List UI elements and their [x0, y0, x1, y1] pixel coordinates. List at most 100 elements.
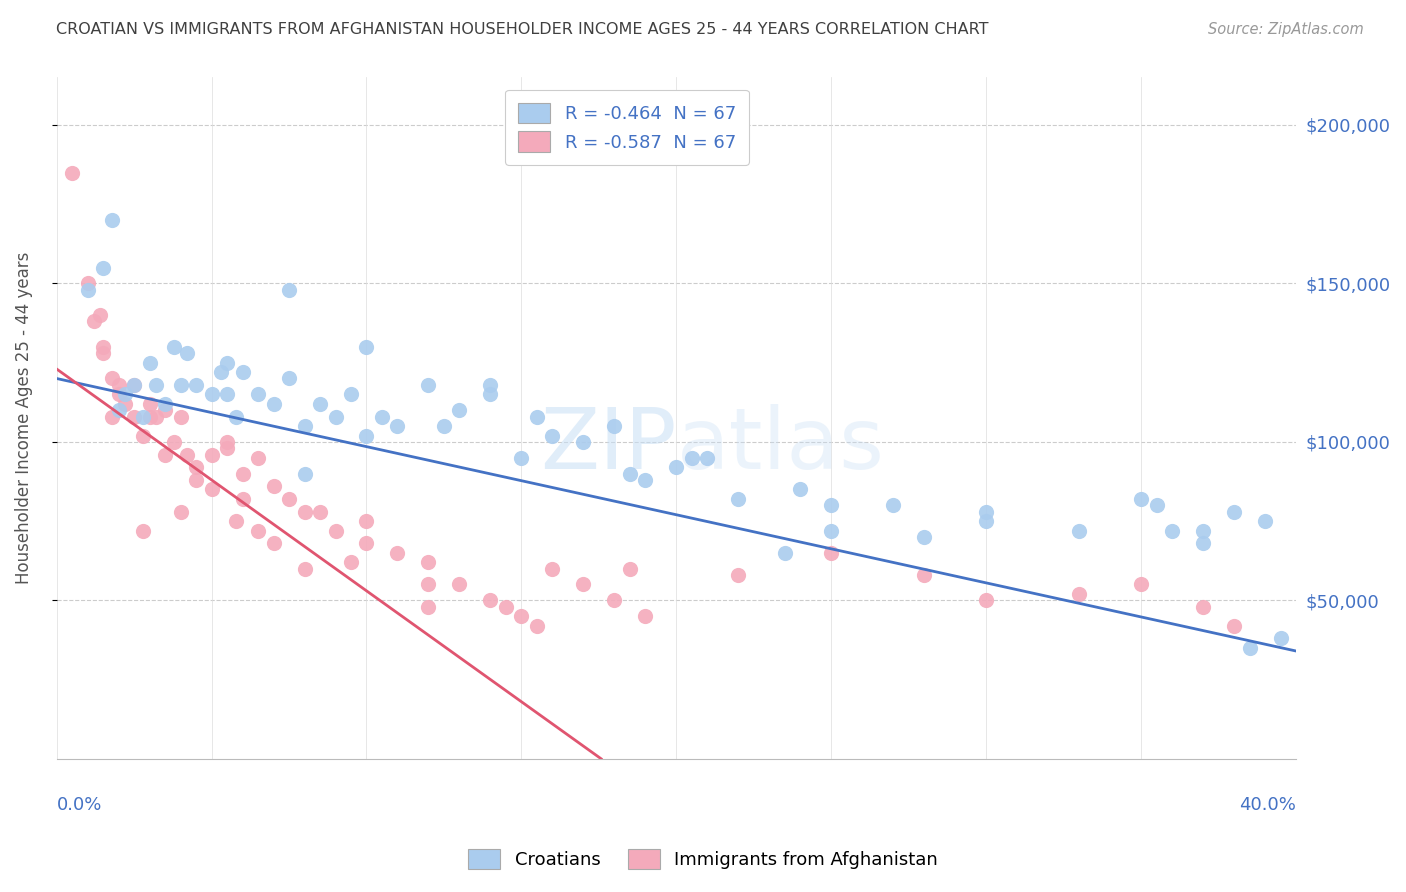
Point	[83, 314, 105, 328]
Point	[1069, 587, 1091, 601]
Point	[176, 346, 198, 360]
Point	[418, 599, 440, 614]
Point	[510, 450, 533, 465]
Point	[727, 568, 749, 582]
Point	[1161, 524, 1184, 538]
Point	[200, 448, 222, 462]
Point	[132, 524, 155, 538]
Point	[1223, 505, 1246, 519]
Point	[1223, 618, 1246, 632]
Legend: Croatians, Immigrants from Afghanistan: Croatians, Immigrants from Afghanistan	[458, 839, 948, 879]
Point	[76, 277, 98, 291]
Point	[882, 498, 904, 512]
Point	[418, 577, 440, 591]
Text: Source: ZipAtlas.com: Source: ZipAtlas.com	[1208, 22, 1364, 37]
Point	[665, 460, 688, 475]
Point	[247, 450, 270, 465]
Point	[387, 546, 409, 560]
Point	[169, 377, 191, 392]
Point	[278, 371, 301, 385]
Point	[294, 505, 316, 519]
Point	[114, 387, 136, 401]
Point	[153, 403, 176, 417]
Point	[200, 387, 222, 401]
Point	[634, 609, 657, 624]
Point	[696, 450, 718, 465]
Point	[309, 505, 332, 519]
Point	[232, 467, 254, 481]
Point	[727, 491, 749, 506]
Point	[418, 555, 440, 569]
Point	[619, 561, 641, 575]
Point	[526, 409, 548, 424]
Point	[820, 524, 842, 538]
Text: 40.0%: 40.0%	[1239, 797, 1296, 814]
Point	[820, 546, 842, 560]
Point	[820, 498, 842, 512]
Point	[340, 555, 363, 569]
Point	[541, 561, 564, 575]
Point	[340, 387, 363, 401]
Point	[356, 340, 378, 354]
Point	[107, 377, 129, 392]
Point	[145, 409, 167, 424]
Point	[449, 403, 471, 417]
Point	[263, 479, 285, 493]
Point	[495, 599, 517, 614]
Point	[371, 409, 394, 424]
Point	[278, 491, 301, 506]
Point	[526, 618, 548, 632]
Point	[232, 491, 254, 506]
Point	[603, 419, 626, 434]
Point	[479, 377, 502, 392]
Point	[294, 467, 316, 481]
Point	[356, 536, 378, 550]
Point	[169, 409, 191, 424]
Point	[356, 514, 378, 528]
Text: 0.0%: 0.0%	[56, 797, 103, 814]
Point	[1192, 599, 1215, 614]
Point	[169, 505, 191, 519]
Point	[572, 577, 595, 591]
Point	[91, 340, 114, 354]
Point	[510, 609, 533, 624]
Point	[572, 434, 595, 449]
Point	[122, 377, 145, 392]
Point	[325, 409, 347, 424]
Point	[138, 356, 160, 370]
Point	[974, 593, 997, 607]
Point	[479, 593, 502, 607]
Point	[107, 403, 129, 417]
Point	[145, 377, 167, 392]
Point	[1270, 632, 1292, 646]
Point	[974, 505, 997, 519]
Point	[294, 419, 316, 434]
Point	[89, 308, 111, 322]
Y-axis label: Householder Income Ages 25 - 44 years: Householder Income Ages 25 - 44 years	[15, 252, 32, 584]
Point	[1192, 524, 1215, 538]
Point	[247, 387, 270, 401]
Point	[603, 593, 626, 607]
Point	[634, 473, 657, 487]
Point	[1069, 524, 1091, 538]
Point	[294, 561, 316, 575]
Point	[263, 536, 285, 550]
Point	[122, 377, 145, 392]
Point	[325, 524, 347, 538]
Point	[153, 448, 176, 462]
Point	[114, 397, 136, 411]
Point	[122, 409, 145, 424]
Point	[76, 283, 98, 297]
Point	[132, 409, 155, 424]
Point	[387, 419, 409, 434]
Point	[1239, 640, 1261, 655]
Point	[101, 409, 124, 424]
Point	[200, 483, 222, 497]
Point	[232, 365, 254, 379]
Point	[184, 473, 207, 487]
Legend: R = -0.464  N = 67, R = -0.587  N = 67: R = -0.464 N = 67, R = -0.587 N = 67	[505, 90, 748, 165]
Point	[356, 428, 378, 442]
Point	[184, 377, 207, 392]
Point	[138, 397, 160, 411]
Point	[209, 365, 232, 379]
